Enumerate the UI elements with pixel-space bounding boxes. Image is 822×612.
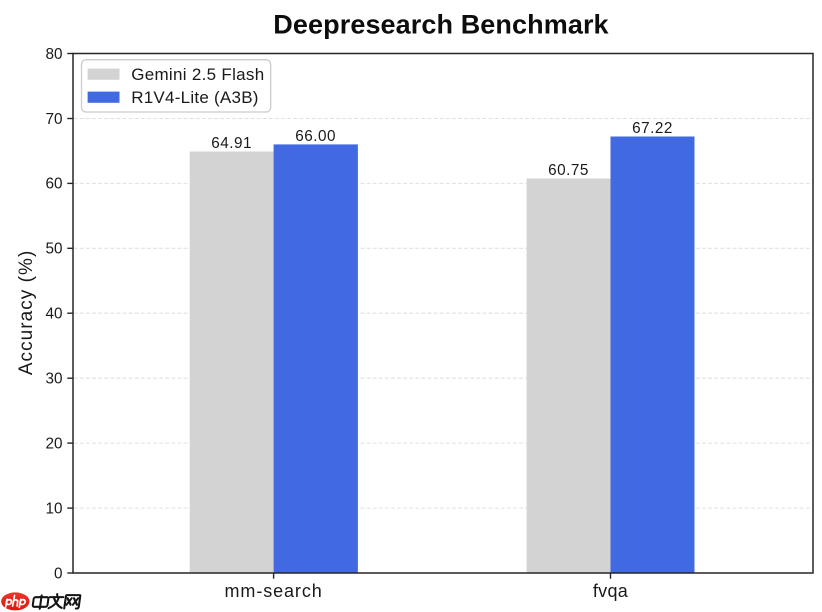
svg-text:60.75: 60.75 — [548, 162, 589, 179]
svg-text:40: 40 — [45, 306, 62, 323]
svg-text:67.22: 67.22 — [632, 120, 673, 137]
svg-text:30: 30 — [45, 371, 62, 388]
svg-text:66.00: 66.00 — [295, 128, 336, 145]
svg-text:mm-search: mm-search — [225, 581, 323, 601]
svg-text:fvqa: fvqa — [593, 581, 629, 601]
svg-text:0: 0 — [54, 565, 63, 582]
svg-text:20: 20 — [45, 435, 62, 452]
svg-text:60: 60 — [45, 176, 62, 193]
svg-text:70: 70 — [45, 111, 62, 128]
svg-text:80: 80 — [45, 46, 62, 63]
svg-text:10: 10 — [45, 500, 62, 517]
svg-text:Gemini 2.5 Flash: Gemini 2.5 Flash — [131, 65, 264, 84]
svg-text:64.91: 64.91 — [211, 135, 252, 152]
svg-text:Deepresearch Benchmark: Deepresearch Benchmark — [273, 10, 609, 40]
svg-text:R1V4-Lite (A3B): R1V4-Lite (A3B) — [131, 88, 259, 107]
svg-text:50: 50 — [45, 241, 62, 258]
svg-text:Accuracy (%): Accuracy (%) — [16, 250, 37, 376]
